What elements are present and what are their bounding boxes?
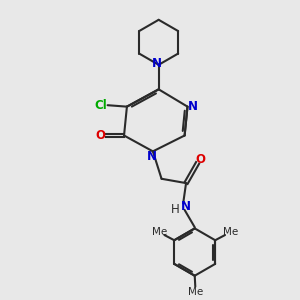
Text: Cl: Cl [94,99,107,112]
Text: Me: Me [223,227,238,237]
Text: O: O [196,153,206,166]
Text: N: N [181,200,191,213]
Text: O: O [95,129,105,142]
Text: Me: Me [152,227,167,237]
Text: N: N [152,57,162,70]
Text: H: H [171,202,180,216]
Text: N: N [188,100,198,113]
Text: N: N [146,150,156,163]
Text: Me: Me [188,287,203,298]
